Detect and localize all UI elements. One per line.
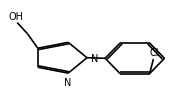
Text: OH: OH bbox=[8, 11, 23, 21]
Text: Cl: Cl bbox=[150, 48, 159, 58]
Text: N: N bbox=[91, 53, 98, 63]
Text: N: N bbox=[64, 77, 71, 87]
